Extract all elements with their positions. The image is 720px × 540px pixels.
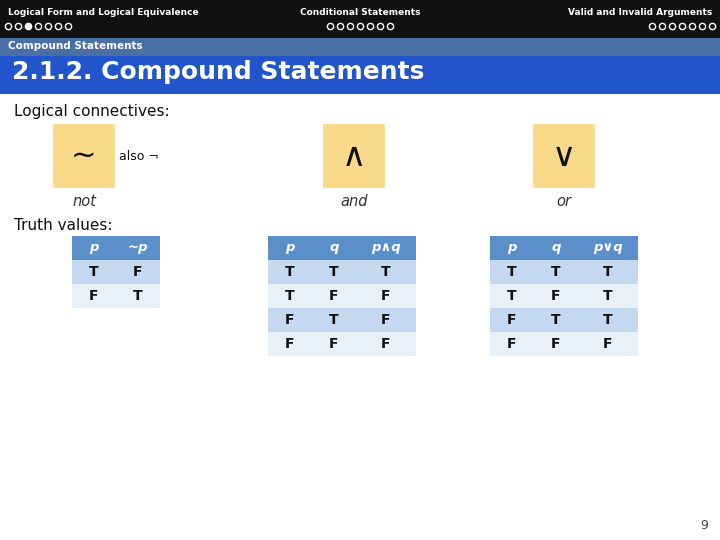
- Bar: [312, 260, 356, 284]
- Bar: [312, 284, 356, 308]
- Text: not: not: [72, 194, 96, 209]
- Bar: [578, 260, 638, 284]
- Text: F: F: [382, 289, 391, 303]
- Text: F: F: [89, 289, 99, 303]
- Text: T: T: [552, 313, 561, 327]
- Text: or: or: [557, 194, 572, 209]
- Bar: [490, 332, 534, 356]
- Text: T: T: [507, 265, 517, 279]
- FancyBboxPatch shape: [323, 124, 385, 188]
- Text: 9: 9: [700, 519, 708, 532]
- Bar: [116, 236, 160, 260]
- Text: p∧q: p∧q: [371, 241, 401, 254]
- Bar: [534, 236, 578, 260]
- Text: F: F: [382, 337, 391, 351]
- Text: T: T: [329, 313, 339, 327]
- Text: T: T: [552, 265, 561, 279]
- Bar: [268, 308, 312, 332]
- Bar: [312, 236, 356, 260]
- Bar: [356, 236, 416, 260]
- Bar: [490, 308, 534, 332]
- Text: T: T: [285, 265, 294, 279]
- Text: F: F: [285, 337, 294, 351]
- Text: ∧: ∧: [342, 139, 366, 172]
- Bar: [490, 236, 534, 260]
- Text: ~: ~: [71, 141, 96, 171]
- Bar: [268, 284, 312, 308]
- Bar: [116, 260, 160, 284]
- Bar: [490, 284, 534, 308]
- Text: Compound Statements: Compound Statements: [8, 41, 143, 51]
- Bar: [72, 284, 116, 308]
- Text: T: T: [603, 313, 613, 327]
- FancyBboxPatch shape: [53, 124, 115, 188]
- Text: F: F: [552, 289, 561, 303]
- Text: 2.1.2. Compound Statements: 2.1.2. Compound Statements: [12, 60, 424, 84]
- Text: ∨: ∨: [552, 139, 576, 172]
- Bar: [72, 236, 116, 260]
- Bar: [534, 284, 578, 308]
- Text: Logical Form and Logical Equivalence: Logical Form and Logical Equivalence: [8, 8, 199, 17]
- Bar: [578, 308, 638, 332]
- Text: T: T: [381, 265, 391, 279]
- Text: Logical connectives:: Logical connectives:: [14, 104, 170, 119]
- Text: F: F: [508, 313, 517, 327]
- Text: p: p: [89, 241, 99, 254]
- Bar: [116, 284, 160, 308]
- Text: F: F: [133, 265, 143, 279]
- Bar: [312, 332, 356, 356]
- Text: T: T: [285, 289, 294, 303]
- Text: also ¬: also ¬: [119, 150, 159, 163]
- Text: F: F: [603, 337, 613, 351]
- Text: p: p: [508, 241, 517, 254]
- Bar: [578, 284, 638, 308]
- Bar: [578, 236, 638, 260]
- Text: Conditional Statements: Conditional Statements: [300, 8, 420, 17]
- Text: T: T: [89, 265, 99, 279]
- Bar: [534, 308, 578, 332]
- Text: F: F: [329, 289, 338, 303]
- Text: Valid and Invalid Arguments: Valid and Invalid Arguments: [568, 8, 712, 17]
- Bar: [0, 56, 720, 94]
- Text: q: q: [329, 241, 338, 254]
- Text: ~p: ~p: [127, 241, 148, 254]
- Text: F: F: [285, 313, 294, 327]
- Text: q: q: [552, 241, 561, 254]
- Text: T: T: [603, 265, 613, 279]
- Bar: [356, 284, 416, 308]
- Bar: [578, 332, 638, 356]
- Bar: [356, 308, 416, 332]
- Bar: [72, 260, 116, 284]
- Text: F: F: [552, 337, 561, 351]
- Text: F: F: [329, 337, 338, 351]
- Text: Truth values:: Truth values:: [14, 218, 112, 233]
- Bar: [356, 332, 416, 356]
- Text: T: T: [507, 289, 517, 303]
- Text: T: T: [133, 289, 143, 303]
- Bar: [490, 260, 534, 284]
- Bar: [268, 332, 312, 356]
- Bar: [0, 0, 720, 38]
- Text: p∨q: p∨q: [593, 241, 623, 254]
- Bar: [534, 260, 578, 284]
- Text: F: F: [508, 337, 517, 351]
- Bar: [268, 260, 312, 284]
- Text: p: p: [285, 241, 294, 254]
- Text: F: F: [382, 313, 391, 327]
- Bar: [0, 38, 720, 56]
- FancyBboxPatch shape: [533, 124, 595, 188]
- Text: T: T: [603, 289, 613, 303]
- Text: and: and: [341, 194, 368, 209]
- Bar: [356, 260, 416, 284]
- Text: T: T: [329, 265, 339, 279]
- Bar: [534, 332, 578, 356]
- Bar: [312, 308, 356, 332]
- Bar: [268, 236, 312, 260]
